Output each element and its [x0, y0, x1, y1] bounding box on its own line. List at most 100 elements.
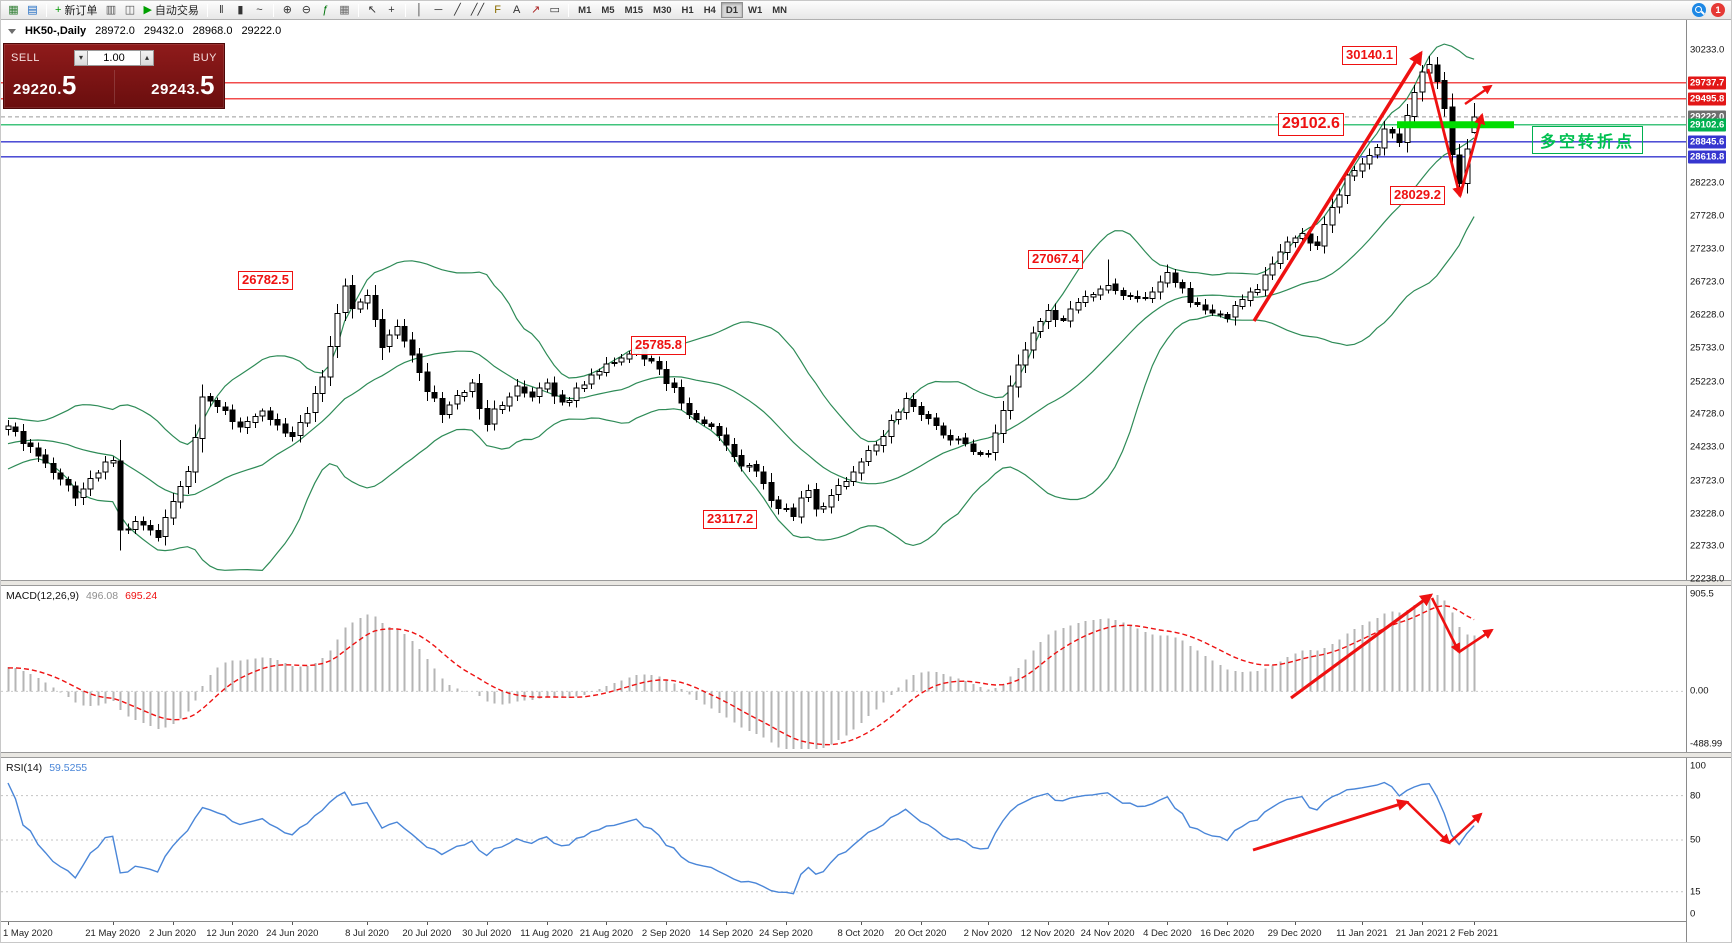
- horizontal-line-icon[interactable]: ─: [429, 2, 448, 19]
- date-label: 11 Jan 2021: [1336, 928, 1388, 939]
- timeframe-m30[interactable]: M30: [653, 4, 672, 16]
- pane-separator[interactable]: [1, 752, 1731, 758]
- axis-label: 0.00: [1690, 685, 1709, 697]
- bollinger-bands: [7, 43, 1475, 572]
- price-level-label[interactable]: 29102.6: [1278, 113, 1344, 136]
- volume-increase-button[interactable]: ▴: [140, 49, 154, 66]
- main-price-chart[interactable]: [1, 20, 1686, 580]
- time-tick: [988, 922, 989, 925]
- macd-signal-line: [8, 604, 1475, 746]
- search-icon[interactable]: [1692, 3, 1706, 17]
- bar-chart-icon[interactable]: ‖: [212, 2, 231, 19]
- axis-label: 30233.0: [1690, 44, 1725, 56]
- macd-title: MACD(12,26,9) 496.08 695.24: [6, 590, 158, 602]
- shapes-icon: ▭: [549, 3, 560, 16]
- shapes-icon[interactable]: ▭: [545, 2, 564, 19]
- date-label: 12 Jun 2020: [206, 928, 259, 939]
- autotrading-button[interactable]: ▶ 自动交易: [139, 2, 202, 19]
- toolbar-separator: [404, 3, 406, 17]
- date-label: 12 Nov 2020: [1020, 928, 1075, 939]
- macd-histogram: [7, 595, 1476, 749]
- arrows-icon[interactable]: ↗: [526, 2, 545, 19]
- timeframe-h1[interactable]: H1: [681, 4, 694, 16]
- zoom-in-icon[interactable]: ⊕: [278, 2, 297, 19]
- grid-icon: ▦: [339, 3, 350, 16]
- axis-label: 22238.0: [1690, 573, 1725, 585]
- toolbar-right: 1: [1692, 3, 1730, 17]
- timeframe-w1[interactable]: W1: [748, 4, 763, 16]
- main-toolbar: ▦ ▤ + 新订单 ▥ ◫ ▶ 自动交易 ‖ ▮ ~ ⊕ ⊖ ƒ ▦ ↖ + │ ─ ╱ ╱╱ F A ↗ ▭ M1 M5 M15 M3…: [1, 1, 1731, 20]
- axis-label: 80: [1690, 790, 1701, 802]
- trend-arrows[interactable]: [1290, 593, 1494, 700]
- timeframe-m15[interactable]: M15: [624, 4, 644, 16]
- buy-button[interactable]: 29243.5: [151, 70, 215, 100]
- indicators-icon[interactable]: ƒ: [316, 2, 335, 19]
- timeframe-d1[interactable]: D1: [720, 2, 743, 18]
- macd-indicator-pane[interactable]: [1, 586, 1686, 752]
- timeframe-m5[interactable]: M5: [601, 4, 615, 16]
- timeframe-m1[interactable]: M1: [578, 4, 592, 16]
- axis-label: 29102.6: [1688, 118, 1727, 132]
- vertical-line-icon[interactable]: │: [410, 2, 429, 19]
- toolbar-separator: [568, 3, 570, 17]
- axis-label: 25223.0: [1690, 376, 1725, 387]
- rsi-value: 59.5255: [49, 762, 88, 774]
- new-order-button-label: 新订单: [64, 5, 98, 17]
- zoom-out-icon[interactable]: ⊖: [297, 2, 316, 19]
- date-label: 8 Oct 2020: [837, 928, 884, 939]
- new-chart-icon: ▦: [8, 3, 19, 16]
- panel-collapse-icon[interactable]: [8, 29, 16, 34]
- axis-label: 27233.0: [1690, 243, 1725, 254]
- price-level-label[interactable]: 23117.2: [703, 510, 758, 529]
- axis-label: 23723.0: [1690, 475, 1725, 487]
- time-tick: [1295, 922, 1296, 925]
- rsi-title: RSI(14) 59.5255: [6, 762, 88, 774]
- terminal-icon[interactable]: ◫: [120, 2, 139, 19]
- chart-window-icon[interactable]: ▥: [101, 2, 120, 19]
- date-label: 8 Jul 2020: [345, 928, 389, 939]
- volume-decrease-button[interactable]: ▾: [74, 49, 88, 66]
- zoom-in-icon: ⊕: [282, 3, 293, 16]
- turning-point-label[interactable]: 多空转折点: [1532, 126, 1644, 154]
- notifications-badge[interactable]: 1: [1711, 3, 1725, 17]
- timeframe-mn[interactable]: MN: [772, 4, 788, 16]
- axis-label: 25733.0: [1690, 342, 1725, 354]
- price-level-label[interactable]: 28029.2: [1390, 186, 1445, 205]
- new-chart-icon[interactable]: ▦: [4, 2, 23, 19]
- cursor-icon[interactable]: ↖: [363, 2, 382, 19]
- axis-label: 50: [1690, 834, 1701, 846]
- volume-input[interactable]: [88, 49, 140, 66]
- rsi-indicator-pane[interactable]: [1, 758, 1686, 920]
- text-icon[interactable]: A: [507, 2, 526, 19]
- axis-label: 0: [1690, 908, 1696, 920]
- time-tick: [1048, 922, 1049, 925]
- time-axis: 1 May 2020 21 May 2020 2 Jun 2020 12 Jun 20…: [1, 921, 1686, 942]
- grid-icon[interactable]: ▦: [335, 2, 354, 19]
- trend-arrows[interactable]: [1252, 799, 1483, 852]
- date-label: 16 Dec 2020: [1200, 928, 1255, 939]
- trend-arrows[interactable]: [1252, 50, 1493, 322]
- arrows-icon: ↗: [531, 3, 541, 16]
- crosshair-icon[interactable]: +: [382, 2, 401, 19]
- vertical-line-icon: │: [415, 3, 423, 16]
- fibonacci-icon[interactable]: F: [488, 2, 507, 19]
- pane-separator[interactable]: [1, 580, 1731, 586]
- line-chart-icon[interactable]: ~: [250, 2, 269, 19]
- price-level-label[interactable]: 30140.1: [1342, 46, 1397, 65]
- channel-icon[interactable]: ╱╱: [467, 2, 488, 19]
- price-level-label[interactable]: 27067.4: [1028, 250, 1083, 269]
- new-order-button[interactable]: + 新订单: [51, 2, 101, 19]
- candlestick-chart-icon[interactable]: ▮: [231, 2, 250, 19]
- profiles-icon[interactable]: ▤: [23, 2, 42, 19]
- date-label: 1 May 2020: [3, 928, 53, 939]
- timeframe-h4[interactable]: H4: [703, 4, 716, 16]
- fibonacci-icon: F: [494, 3, 502, 16]
- price-level-label[interactable]: 25785.8: [631, 336, 686, 355]
- price-level-label[interactable]: 26782.5: [238, 271, 293, 290]
- trendline-icon[interactable]: ╱: [448, 2, 467, 19]
- axis-label: 28618.8: [1688, 150, 1727, 164]
- sell-button[interactable]: 29220.5: [13, 70, 77, 100]
- time-tick: [1474, 922, 1475, 925]
- date-label: 2 Feb 2021: [1450, 928, 1499, 939]
